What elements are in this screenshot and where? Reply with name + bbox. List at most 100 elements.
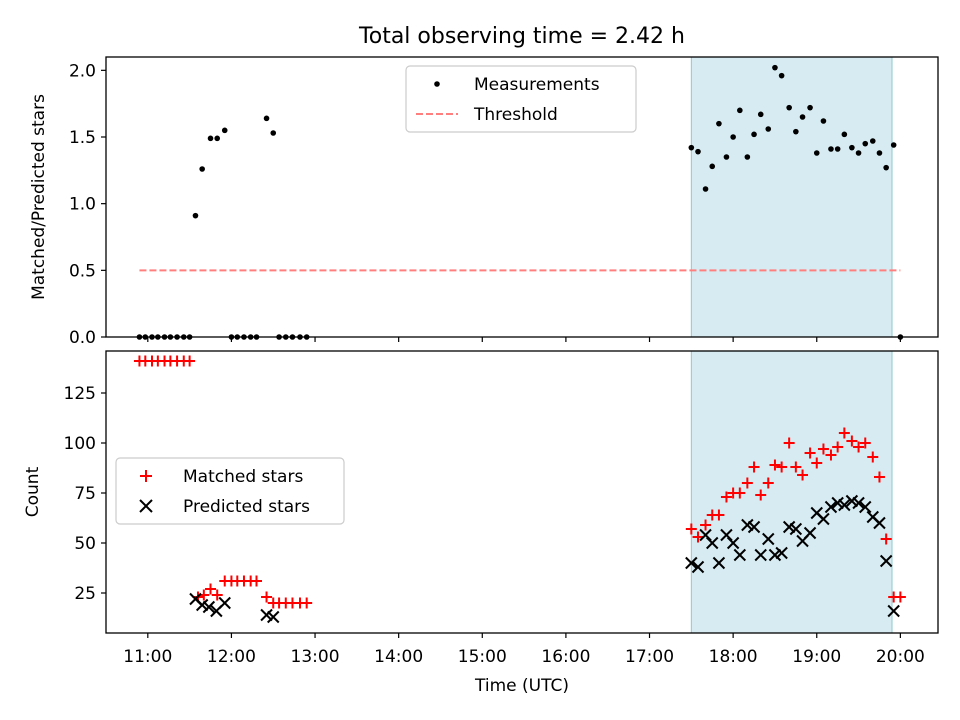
matched-star-point (790, 461, 802, 473)
matched-star-point (776, 461, 788, 473)
measurement-point (207, 135, 214, 142)
matched-star-point (853, 441, 865, 453)
predicted-star-point (789, 522, 803, 536)
predicted-star-point (817, 512, 830, 526)
measurement-point (730, 134, 736, 140)
measurement-point (757, 111, 764, 118)
matched-star-point (700, 519, 712, 531)
measurement-point (883, 164, 889, 171)
matched-star-point (720, 491, 732, 503)
measurement-point (192, 212, 199, 219)
bottom-axes-frame (105, 350, 939, 634)
measurement-point (723, 154, 730, 160)
measurement-point (772, 64, 778, 71)
legend-matched-marker (140, 470, 152, 482)
matched-star-point (894, 591, 906, 603)
predicted-star-point (762, 532, 775, 546)
bottom-highlight-span (690, 350, 893, 634)
predicted-star-point (859, 500, 872, 514)
measurement-point (199, 166, 205, 172)
matched-star-point (685, 523, 697, 535)
bottom-y-tick-label: 25 (74, 584, 96, 604)
x-tick-label: 20:00 (876, 647, 925, 667)
matched-star-point (741, 477, 753, 489)
measurement-point (890, 142, 897, 148)
matched-star-point (713, 509, 725, 521)
matched-star-point (261, 591, 273, 603)
top-legend: Measurements Threshold (405, 65, 637, 133)
top-y-axis-label: Matched/Predicted stars (29, 94, 49, 300)
x-tick-label: 17:00 (625, 647, 674, 667)
measurement-point (869, 138, 876, 144)
predicted-star-point (726, 536, 740, 550)
top-axes-frame (105, 56, 939, 338)
bottom-y-ticks: 25 50 75 100 125 (64, 384, 106, 604)
bottom-y-tick-label: 100 (64, 434, 96, 454)
measurement-point (263, 115, 270, 122)
top-highlight-span (690, 56, 893, 338)
matched-star-point (825, 449, 837, 461)
predicted-star-point (824, 500, 838, 514)
matched-star-point (211, 589, 223, 601)
predicted-star-point (887, 604, 900, 618)
x-axis-label: Time (UTC) (474, 676, 569, 696)
legend-predicted-label: Predicted stars (183, 497, 310, 517)
bottom-legend: Matched stars Predicted stars (115, 457, 345, 525)
matched-star-point (873, 471, 885, 483)
predicted-star-point (775, 546, 788, 560)
predicted-star-point (712, 556, 726, 570)
matched-star-point (859, 437, 871, 449)
chart-title: Total observing time = 2.42 h (358, 24, 685, 49)
matched-star-point (301, 597, 313, 609)
measurement-point (862, 140, 869, 147)
predicted-star-point (754, 548, 767, 562)
matched-star-point (755, 489, 767, 501)
predicted-star-point (803, 526, 817, 540)
matched-star-point (769, 459, 781, 471)
matched-star-point (838, 427, 850, 439)
bottom-y-tick-label: 75 (74, 484, 96, 504)
top-y-ticks: 0.0 0.5 1.0 1.5 2.0 (69, 61, 106, 348)
matched-star-point (817, 443, 829, 455)
measurement-point (799, 114, 806, 120)
x-tick-label: 11:00 (123, 647, 172, 667)
legend-measurements-label: Measurements (474, 75, 600, 95)
x-tick-label: 19:00 (792, 647, 841, 667)
top-y-tick-label: 2.0 (69, 61, 96, 81)
top-y-tick-label: 1.0 (69, 195, 96, 215)
measurement-point (765, 126, 772, 132)
measurement-point (834, 146, 841, 152)
measurement-point (270, 130, 277, 136)
matched-star-points (133, 355, 906, 609)
measurement-point (807, 104, 813, 111)
x-tick-label: 14:00 (374, 647, 423, 667)
predicted-star-point (733, 548, 747, 562)
matched-star-point (797, 469, 809, 481)
x-tick-label: 12:00 (207, 647, 256, 667)
measurement-point (849, 144, 855, 151)
measurement-point (876, 150, 883, 156)
legend-matched-label: Matched stars (183, 467, 303, 487)
measurement-point (778, 72, 785, 79)
predicted-star-point (218, 596, 231, 610)
matched-star-point (832, 441, 844, 453)
matched-star-point (734, 487, 746, 499)
matched-star-point (880, 533, 892, 545)
measurement-point (828, 146, 834, 152)
measurement-point (744, 154, 751, 160)
measurement-point (751, 131, 757, 138)
bottom-y-axis-label: Count (23, 466, 43, 517)
predicted-star-point (873, 516, 886, 530)
top-y-tick-label: 1.5 (69, 128, 96, 148)
matched-star-point (811, 457, 823, 469)
measurement-point (813, 150, 820, 156)
legend-threshold-label: Threshold (473, 105, 558, 125)
top-y-tick-label: 0.5 (69, 261, 96, 281)
matched-star-point (748, 461, 760, 473)
measurement-point (709, 163, 716, 170)
matched-star-point (692, 531, 704, 543)
predicted-star-point (685, 556, 698, 570)
matched-star-point (251, 575, 263, 587)
matched-star-point (846, 435, 858, 447)
measurement-point (820, 118, 827, 124)
